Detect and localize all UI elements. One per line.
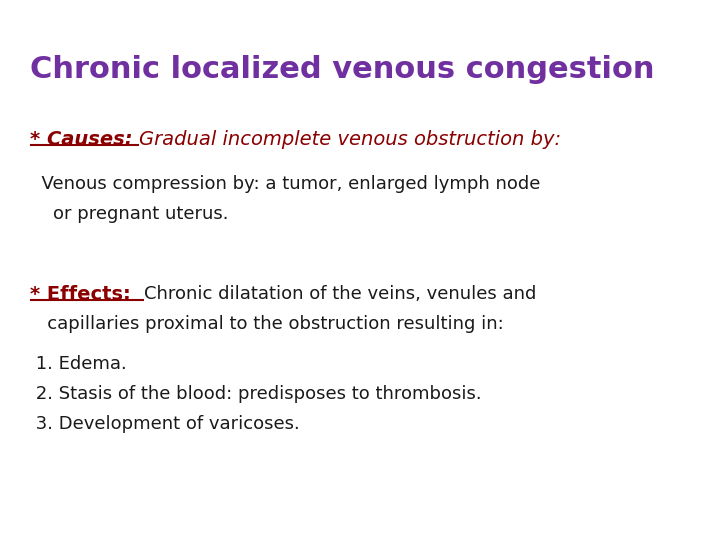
Text: Chronic localized venous congestion: Chronic localized venous congestion [30,55,654,84]
Text: 2. Stasis of the blood: predisposes to thrombosis.: 2. Stasis of the blood: predisposes to t… [30,385,482,403]
Text: * Effects:: * Effects: [30,285,144,304]
Text: Venous compression by: a tumor, enlarged lymph node: Venous compression by: a tumor, enlarged… [30,175,541,193]
Text: Gradual incomplete venous obstruction by:: Gradual incomplete venous obstruction by… [139,130,562,149]
Text: 3. Development of varicoses.: 3. Development of varicoses. [30,415,300,433]
Text: or pregnant uterus.: or pregnant uterus. [30,205,228,223]
Text: * Causes:: * Causes: [30,130,139,149]
Text: capillaries proximal to the obstruction resulting in:: capillaries proximal to the obstruction … [30,315,504,333]
Text: 1. Edema.: 1. Edema. [30,355,127,373]
Text: Chronic dilatation of the veins, venules and: Chronic dilatation of the veins, venules… [144,285,536,303]
